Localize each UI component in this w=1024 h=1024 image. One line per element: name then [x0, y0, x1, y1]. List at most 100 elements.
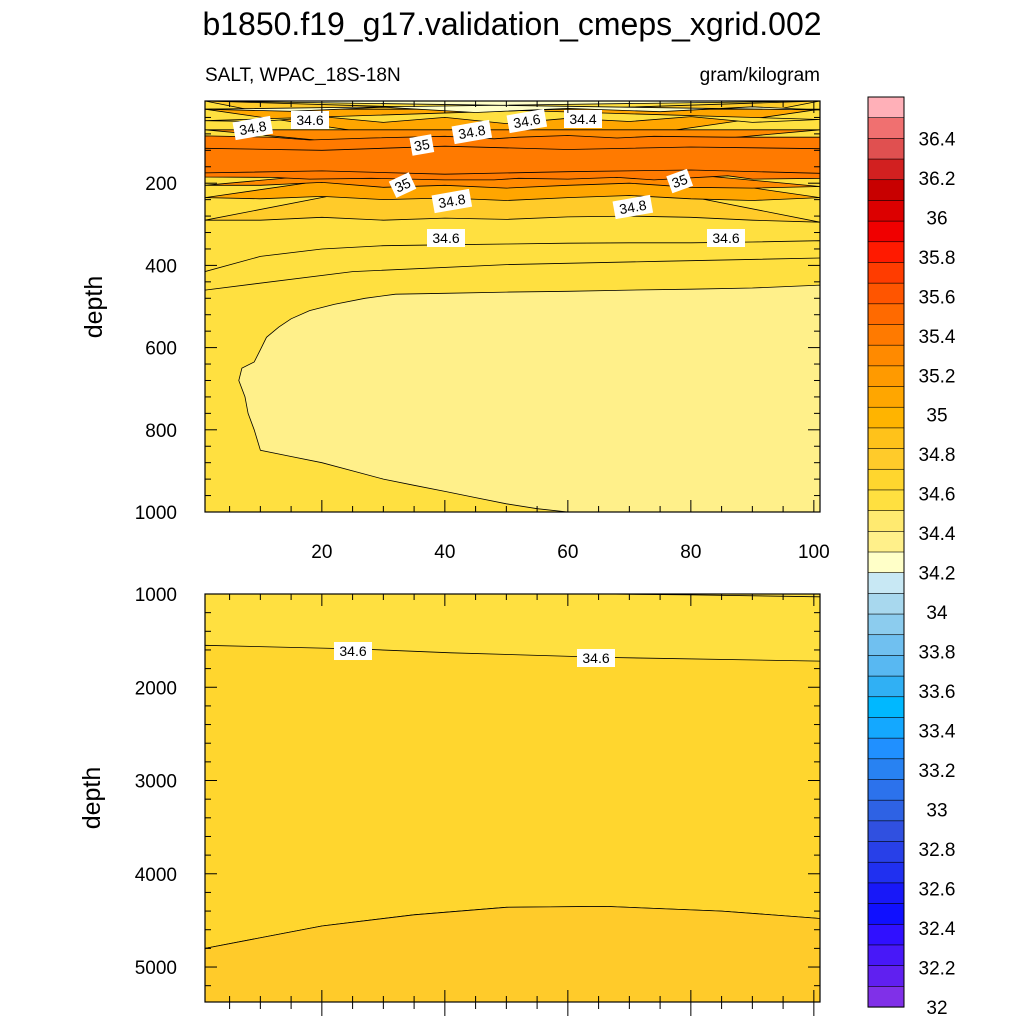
panel-1: 34.8 34.6 34.6 34.4 34.8 35 35 34.8 34.8 35 34.6 34… [135, 100, 830, 563]
contour-label: 35 [666, 168, 694, 194]
colorbar-label: 33.4 [919, 722, 956, 743]
panel-2: 34.6 34.6 1000 2000 3000 4000 5000 [135, 585, 821, 1016]
colorbar-swatch [867, 344, 905, 367]
plot-frame [204, 100, 821, 513]
contour-label: 34.6 [707, 229, 745, 247]
colorbar-swatch [867, 179, 905, 202]
colorbar-swatch [867, 200, 905, 222]
colorbar-label: 36.2 [919, 169, 956, 190]
colorbar-label: 33.6 [919, 682, 956, 703]
colorbar-swatch [867, 613, 905, 636]
colorbar-swatch [867, 634, 905, 657]
x-tick-label: 60 [557, 542, 578, 563]
colorbar-swatch [867, 965, 905, 987]
colorbar-label: 34.8 [919, 445, 956, 466]
colorbar-swatch [867, 799, 905, 822]
svg-text:35: 35 [392, 174, 413, 195]
colorbar-label: 34.2 [919, 564, 956, 585]
y-tick-label: 1000 [135, 503, 177, 524]
colorbar-swatch [867, 696, 905, 719]
colorbar-swatch [867, 427, 905, 450]
colorbar-swatch [867, 138, 905, 160]
colorbar-swatch [867, 117, 905, 139]
colorbar-label: 32.8 [919, 840, 956, 861]
colorbar-label: 35.8 [919, 248, 956, 269]
colorbar-swatch [867, 303, 905, 326]
colorbar-swatch [867, 717, 905, 739]
contour-label: 34.6 [577, 649, 615, 667]
colorbar-swatch [867, 841, 905, 863]
colorbar-label: 36 [926, 208, 947, 229]
contour-region [205, 101, 820, 113]
y-tick-label: 400 [145, 256, 177, 277]
colorbar-swatch [867, 944, 905, 967]
colorbar-swatch [867, 489, 905, 512]
svg-text:34.6: 34.6 [296, 112, 323, 128]
colorbar-swatch [867, 365, 905, 388]
svg-text:34.6: 34.6 [432, 230, 459, 246]
contour-region [238, 284, 820, 512]
y-tick-label: 3000 [135, 772, 177, 793]
y-tick-label: 800 [145, 421, 177, 442]
y-tick-label: 200 [145, 174, 177, 195]
upper-y-axis-label: depth [80, 276, 108, 339]
y-tick-label: 1000 [135, 585, 177, 606]
colorbar-label: 35.2 [919, 366, 956, 387]
colorbar-label: 32.6 [919, 880, 956, 901]
contour-region [205, 644, 820, 949]
colorbar-swatch [867, 324, 905, 346]
contour-line [205, 257, 820, 291]
colorbar-swatch [867, 386, 905, 408]
contour-label: 35 [409, 134, 435, 156]
colorbar-frame [867, 96, 905, 1008]
colorbar-swatch [867, 861, 905, 884]
y-tick-label: 600 [145, 339, 177, 360]
svg-text:34.4: 34.4 [569, 111, 596, 127]
colorbar-swatch [867, 903, 905, 925]
colorbar-label: 34 [926, 603, 948, 624]
x-tick-label: 20 [311, 542, 332, 563]
colorbar-label: 36.4 [919, 129, 956, 150]
contour-label: 34.8 [612, 194, 654, 220]
svg-text:34.8: 34.8 [457, 122, 487, 143]
colorbar-swatch [867, 758, 905, 781]
colorbar: 36.4 36.2 36 35.8 35.6 35.4 35.2 35 34.8 34.6 34.4… [867, 96, 956, 1019]
figure-title: b1850.f19_g17.validation_cmeps_xgrid.002 [202, 6, 821, 42]
lower-y-axis-label: depth [78, 767, 106, 830]
y-tick-label: 2000 [135, 678, 177, 699]
colorbar-label: 32.2 [919, 959, 956, 980]
svg-text:34.8: 34.8 [437, 191, 467, 212]
colorbar-label: 35.4 [919, 327, 956, 348]
contour-label: 34.8 [451, 119, 493, 145]
x-tick-label: 80 [680, 542, 701, 563]
panel-units-label: gram/kilogram [700, 65, 820, 86]
contour-label: 34.8 [431, 188, 473, 214]
plot-frame [204, 593, 821, 1003]
colorbar-swatch [867, 531, 905, 553]
svg-text:34.8: 34.8 [618, 197, 648, 218]
colorbar-swatch [867, 779, 905, 801]
contour-region [205, 101, 820, 125]
colorbar-swatch [867, 282, 905, 305]
contour-label: 34.6 [506, 108, 548, 134]
contour-label: 35 [388, 172, 417, 198]
colorbar-swatch [867, 923, 905, 946]
colorbar-swatch [867, 986, 905, 1008]
colorbar-swatch [867, 241, 905, 264]
colorbar-label: 34.6 [919, 485, 956, 506]
contour-line [205, 169, 820, 175]
colorbar-swatch [867, 262, 905, 284]
colorbar-label: 34.4 [919, 524, 956, 545]
colorbar-label: 33 [926, 801, 947, 822]
contour-label: 34.6 [427, 229, 465, 247]
colorbar-swatch [867, 675, 905, 698]
colorbar-swatch [867, 158, 905, 181]
contour-label: 34.6 [334, 642, 372, 660]
colorbar-swatch [867, 551, 905, 574]
colorbar-swatch [867, 220, 905, 243]
panel-variable-label: SALT, WPAC_18S-18N [205, 65, 401, 86]
contour-label: 34.6 [291, 111, 329, 129]
x-tick-label: 40 [434, 542, 455, 563]
colorbar-label: 33.8 [919, 643, 956, 664]
